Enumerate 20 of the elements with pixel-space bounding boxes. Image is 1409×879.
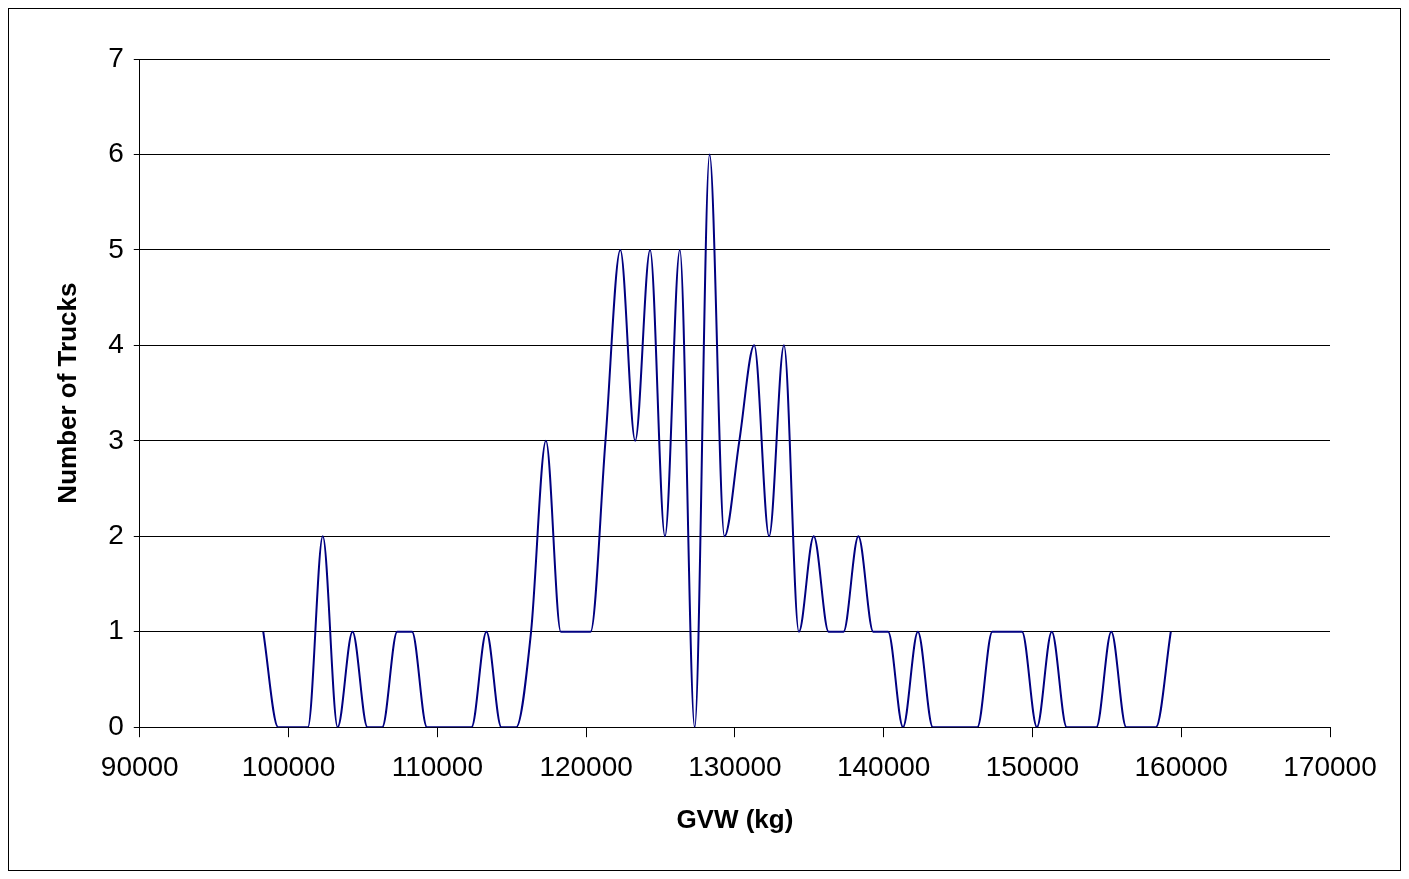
x-tick-label: 90000 <box>100 750 179 782</box>
x-tick-label: 150000 <box>985 750 1080 782</box>
y-tick-label: 3 <box>108 423 124 455</box>
x-tick-label: 100000 <box>241 750 336 782</box>
y-tick-label: 4 <box>108 328 124 360</box>
y-tick-label: 7 <box>108 41 124 73</box>
x-tick-label: 110000 <box>391 750 484 782</box>
x-tick-label: 160000 <box>1134 750 1228 782</box>
line-series <box>262 153 1172 728</box>
x-tick-label: 120000 <box>539 750 633 782</box>
y-tick-label: 6 <box>108 137 124 169</box>
y-tick-label: 1 <box>108 614 124 646</box>
y-axis-title: Number of Trucks <box>51 282 82 504</box>
y-tick-label: 5 <box>108 232 124 264</box>
y-tick-label: 0 <box>108 709 124 741</box>
x-tick-label: 140000 <box>836 750 931 782</box>
y-tick-label: 2 <box>108 519 124 550</box>
x-tick-label: 170000 <box>1283 750 1377 782</box>
x-tick-label: 130000 <box>688 750 782 782</box>
x-axis-title: GVW (kg) <box>676 803 794 834</box>
